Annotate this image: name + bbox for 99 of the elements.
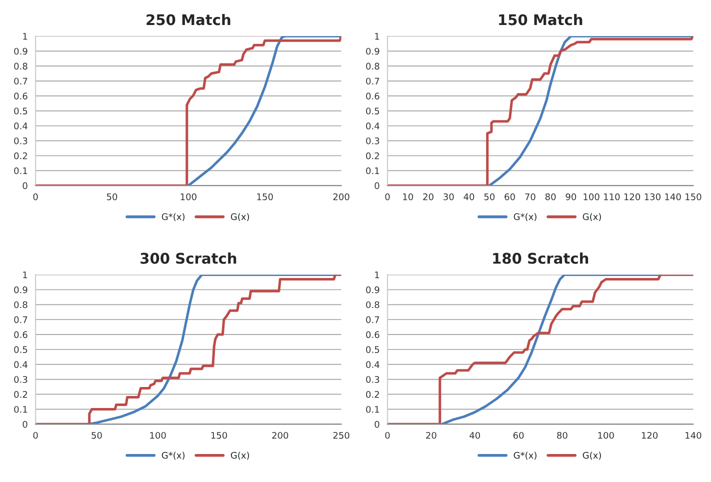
y-tick-label: 0.5 [14,346,28,354]
x-tick-label: 200 [333,193,350,200]
x-tick-label: 250 [333,432,350,439]
x-tick-label: 50 [484,193,495,200]
x-tick-label: 60 [504,193,515,200]
x-tick-label: 100 [150,432,166,439]
x-tick-label: 50 [92,432,102,439]
y-tick-label: 0.2 [14,152,28,160]
y-tick-label: 0.8 [14,301,28,308]
y-tick-label: 0.5 [366,346,380,354]
x-tick-label: 140 [686,432,702,439]
chart-title: 150 Match [499,14,582,26]
line-series [187,36,342,186]
y-tick-label: 0 [22,182,28,190]
x-tick-label: 40 [470,432,480,439]
line-series [387,36,694,186]
y-tick-label: 0.6 [366,331,380,338]
y-tick-label: 0.7 [366,78,380,85]
x-tick-label: 120 [624,193,640,200]
y-tick-label: 0.4 [366,361,380,368]
y-tick-label: 0.1 [366,167,380,174]
y-tick-label: 0.9 [14,48,28,55]
x-tick-label: 110 [604,193,620,200]
line-series [36,274,342,424]
y-tick-label: 0.4 [14,361,28,368]
y-tick-label: 0.9 [366,286,380,294]
chart-title: 300 Scratch [140,252,236,264]
x-tick-label: 100 [584,193,600,200]
x-tick-label: 100 [180,193,196,200]
y-tick-label: 0.6 [14,331,28,338]
x-tick-label: 150 [211,432,228,439]
line-series [488,36,694,186]
y-tick-label: 0 [22,420,28,428]
legend-label: G(x) [582,213,601,222]
legend-label: G*(x) [514,213,536,222]
y-tick-label: 0.3 [366,376,380,383]
x-tick-label: 200 [272,432,288,439]
legend-label: G*(x) [162,452,184,460]
x-tick-label: 150 [686,193,702,200]
legend-label: G(x) [582,452,601,460]
line-series [88,274,336,424]
chart-title: 250 Match [146,14,230,26]
chart-title: 180 Scratch [493,252,588,264]
y-tick-label: 1 [375,33,380,40]
x-tick-label: 120 [642,432,658,439]
legend-label: G*(x) [514,452,536,460]
line-series [36,36,342,186]
y-tick-label: 0.5 [14,108,28,114]
x-tick-label: 40 [464,193,474,200]
y-tick-label: 0 [374,182,380,190]
x-tick-label: 10 [403,193,414,200]
y-tick-label: 0.2 [366,391,379,398]
y-tick-label: 0.1 [14,406,28,413]
y-tick-label: 1 [23,33,28,40]
y-tick-label: 0.2 [14,391,28,398]
y-tick-label: 0.5 [366,108,380,114]
x-tick-label: 0 [385,432,390,439]
y-tick-label: 0.7 [14,78,28,85]
y-tick-label: 0.4 [14,122,28,130]
line-series [440,274,662,424]
x-tick-label: 20 [426,432,436,439]
y-tick-label: 0.8 [366,62,380,70]
y-tick-label: 0.7 [14,316,28,324]
y-tick-label: 1 [375,272,380,278]
y-tick-label: 0.6 [14,92,28,100]
y-tick-label: 0.1 [14,167,28,174]
y-tick-label: 0.7 [366,316,380,324]
x-tick-label: 150 [257,193,273,200]
x-tick-label: 50 [106,193,118,200]
x-tick-label: 0 [33,193,38,200]
x-tick-label: 80 [545,193,556,200]
x-tick-label: 140 [665,193,681,200]
y-tick-label: 0.9 [14,286,28,294]
y-tick-label: 0.1 [366,406,380,413]
y-tick-label: 0.4 [366,122,380,130]
x-tick-label: 0 [33,432,38,439]
y-tick-label: 0.8 [14,62,28,70]
y-tick-label: 0.9 [366,48,380,55]
y-tick-label: 0.2 [366,152,379,160]
x-tick-label: 100 [598,432,614,439]
line-series [387,274,694,424]
x-tick-label: 90 [566,193,576,200]
y-tick-label: 0 [374,420,380,428]
x-tick-label: 30 [444,193,454,200]
legend-label: G(x) [230,452,249,460]
legend-label: G*(x) [162,213,184,222]
y-tick-label: 0.3 [14,137,28,144]
y-tick-label: 0.8 [366,301,380,308]
x-tick-label: 20 [423,193,434,200]
y-tick-label: 0.6 [366,92,380,100]
x-tick-label: 0 [385,193,390,200]
y-tick-label: 0.3 [14,376,28,383]
x-tick-label: 80 [557,432,568,439]
y-tick-label: 0.3 [366,137,380,144]
y-tick-label: 1 [23,272,28,278]
x-tick-label: 60 [513,432,524,439]
x-tick-label: 130 [644,193,660,200]
x-tick-label: 70 [525,193,536,200]
legend-label: G(x) [230,213,249,222]
